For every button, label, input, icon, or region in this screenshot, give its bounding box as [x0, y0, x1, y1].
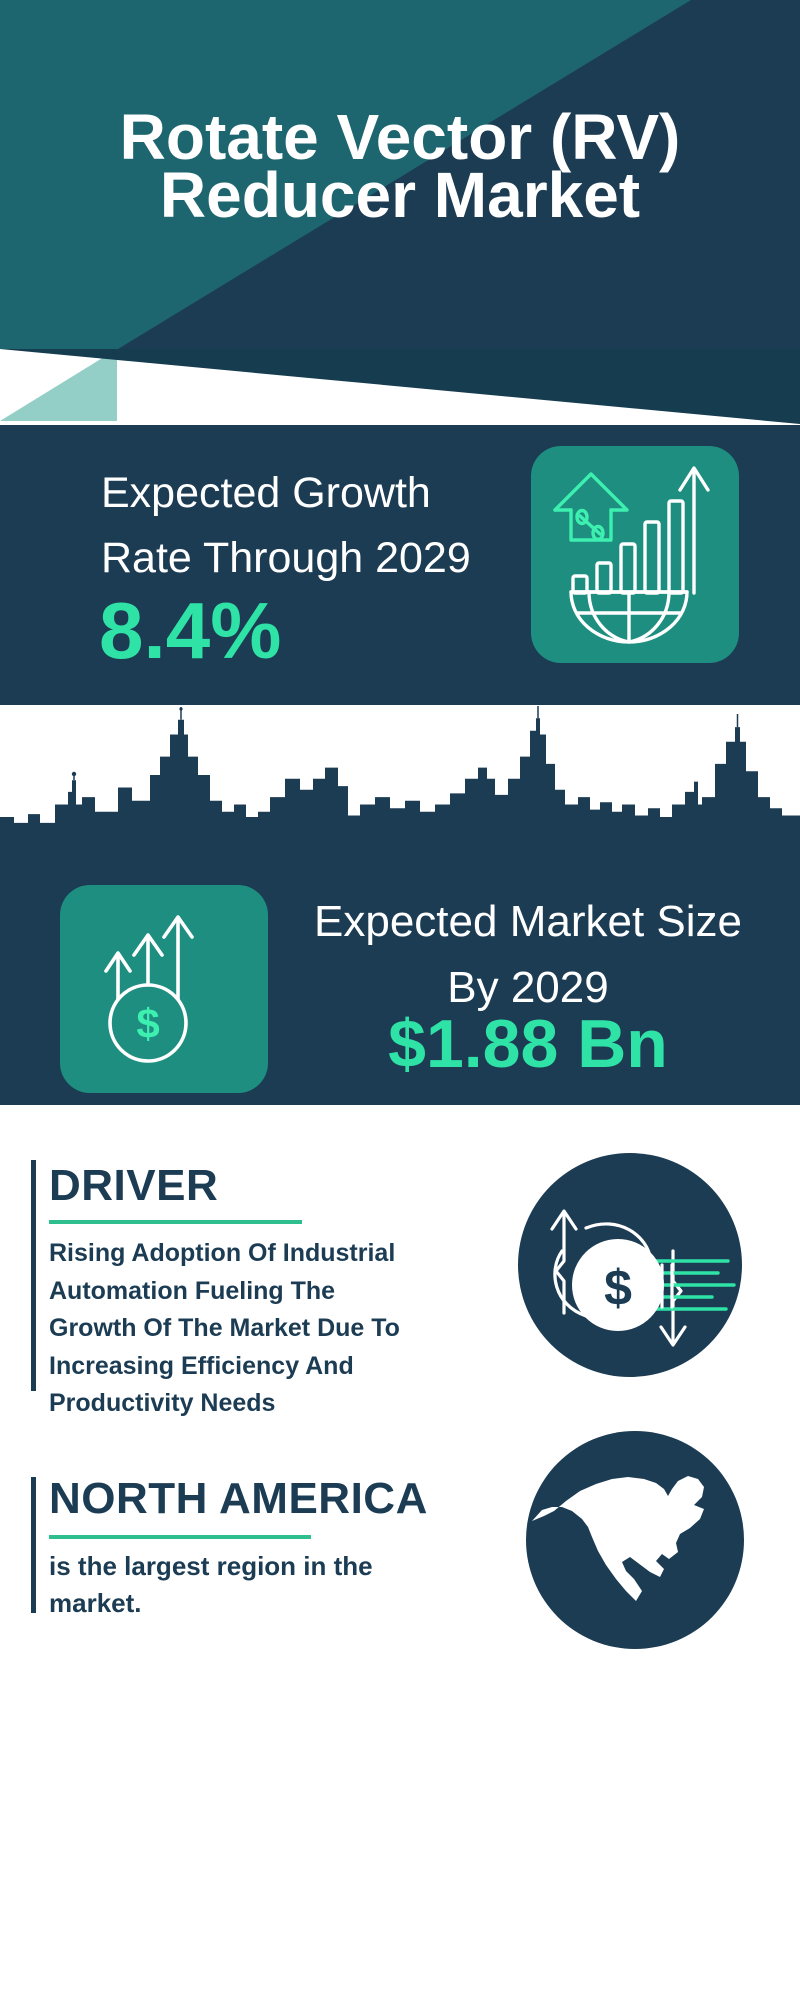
svg-text:$: $ — [136, 1000, 159, 1047]
svg-text:$: $ — [604, 1260, 632, 1316]
